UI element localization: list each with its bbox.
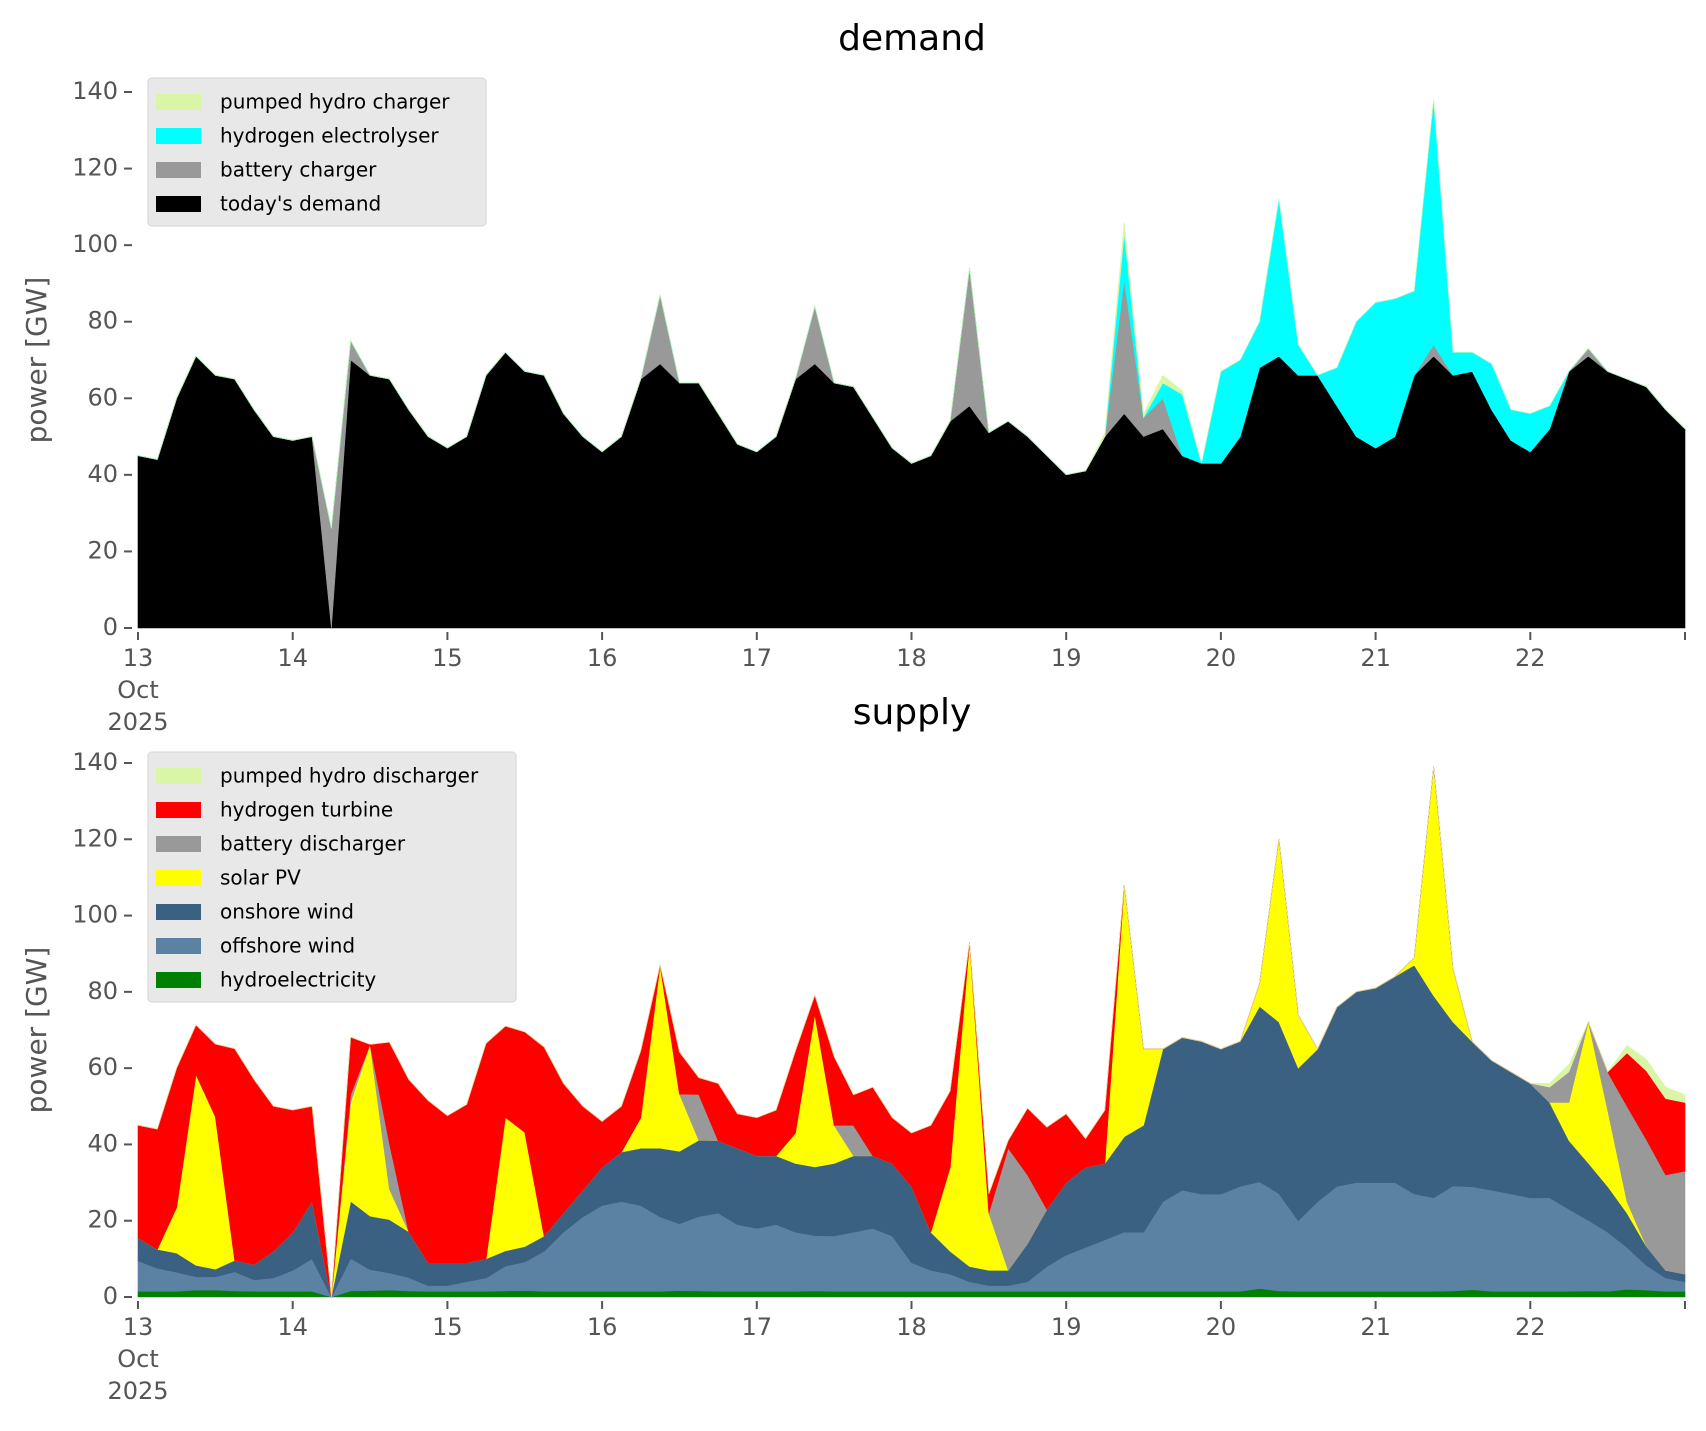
demand-ytick-label: 40 — [87, 460, 118, 488]
supply-ytick-label: 140 — [72, 748, 118, 776]
supply-ytick-label: 100 — [72, 901, 118, 929]
demand-y-axis-label: power [GW] — [20, 277, 53, 444]
supply-legend-label: onshore wind — [220, 900, 354, 924]
supply-xtick-label: 21 — [1360, 1313, 1391, 1341]
demand-legend-label: today's demand — [220, 192, 381, 216]
supply-xtick-label: 17 — [742, 1313, 773, 1341]
supply-y-axis: 0 20 40 60 80 100 120 140 — [72, 748, 132, 1310]
supply-legend: pumped hydro discharger hydrogen turbine b… — [147, 751, 517, 1003]
supply-x-axis: 13 Oct 2025 14 15 16 17 18 19 20 21 22 — [107, 1301, 1686, 1405]
supply-ytick-label: 60 — [87, 1053, 118, 1081]
supply-legend-label: hydrogen turbine — [220, 798, 393, 822]
supply-xtick-label: 18 — [896, 1313, 927, 1341]
demand-xtick-label: 20 — [1206, 644, 1237, 672]
supply-legend-swatch — [156, 870, 201, 886]
demand-ytick-label: 100 — [72, 230, 118, 258]
demand-xtick-label: 13 — [123, 644, 154, 672]
supply-legend-swatch — [156, 904, 201, 920]
demand-y-axis: 0 20 40 60 80 100 120 140 — [72, 77, 132, 641]
supply-title: supply — [853, 692, 972, 733]
demand-legend-label: hydrogen electrolyser — [220, 124, 439, 148]
demand-legend-label: pumped hydro charger — [220, 90, 450, 114]
supply-ytick-label: 80 — [87, 977, 118, 1005]
demand-xtick-label: 16 — [587, 644, 618, 672]
demand-areas — [137, 99, 1686, 629]
demand-legend-swatch — [156, 162, 201, 178]
demand-legend-label: battery charger — [220, 158, 377, 182]
demand-x-axis: 13 Oct 2025 14 15 16 17 18 19 20 21 22 — [107, 632, 1686, 736]
supply-legend-box — [147, 751, 517, 1003]
demand-ytick-label: 140 — [72, 77, 118, 105]
supply-legend-label: offshore wind — [220, 934, 355, 958]
demand-area-today-s-demand — [137, 351, 1686, 629]
demand-xtick-label: Oct — [117, 676, 159, 704]
supply-xtick-label: 15 — [432, 1313, 463, 1341]
demand-legend-swatch — [156, 128, 201, 144]
supply-areas — [137, 766, 1686, 1298]
demand-xtick-label: 22 — [1515, 644, 1546, 672]
supply-legend-swatch — [156, 938, 201, 954]
supply-xtick-label: 19 — [1051, 1313, 1082, 1341]
demand-ytick-label: 120 — [72, 154, 118, 182]
demand-xtick-label: 18 — [896, 644, 927, 672]
demand-ytick-label: 80 — [87, 307, 118, 335]
demand-title: demand — [838, 18, 986, 59]
supply-xtick-label: 16 — [587, 1313, 618, 1341]
supply-ytick-label: 120 — [72, 824, 118, 852]
demand-xtick-label: 19 — [1051, 644, 1082, 672]
supply-legend-swatch — [156, 768, 201, 784]
demand-area-pumped-hydro-charger — [137, 99, 1686, 529]
demand-ytick-label: 0 — [103, 613, 118, 641]
supply-xtick-label: Oct — [117, 1345, 159, 1373]
supply-xtick-label: 22 — [1515, 1313, 1546, 1341]
supply-legend-label: solar PV — [220, 866, 301, 890]
supply-ytick-label: 40 — [87, 1129, 118, 1157]
demand-ytick-label: 60 — [87, 383, 118, 411]
demand-xtick-label: 15 — [432, 644, 463, 672]
demand-legend-swatch — [156, 196, 201, 212]
supply-y-axis-label: power [GW] — [20, 947, 53, 1114]
demand-legend: pumped hydro charger hydrogen electrolyse… — [147, 77, 487, 227]
supply-legend-swatch — [156, 972, 201, 988]
demand-xtick-label: 21 — [1360, 644, 1391, 672]
supply-legend-label: hydroelectricity — [220, 968, 376, 992]
supply-legend-swatch — [156, 836, 201, 852]
supply-area-pumped-hydro-discharger — [137, 766, 1686, 1298]
supply-ytick-label: 20 — [87, 1206, 118, 1234]
supply-xtick-label: 13 — [123, 1313, 154, 1341]
demand-xtick-label: 17 — [742, 644, 773, 672]
supply-xtick-label: 20 — [1206, 1313, 1237, 1341]
supply-ytick-label: 0 — [103, 1282, 118, 1310]
supply-legend-label: battery discharger — [220, 832, 406, 856]
demand-legend-swatch — [156, 94, 201, 110]
supply-xtick-label: 14 — [277, 1313, 308, 1341]
supply-legend-label: pumped hydro discharger — [220, 764, 479, 788]
demand-ytick-label: 20 — [87, 536, 118, 564]
supply-legend-swatch — [156, 802, 201, 818]
demand-xtick-label: 14 — [277, 644, 308, 672]
supply-xtick-label: 2025 — [107, 1377, 168, 1405]
demand-legend-box — [147, 77, 487, 227]
demand-xtick-label: 2025 — [107, 708, 168, 736]
